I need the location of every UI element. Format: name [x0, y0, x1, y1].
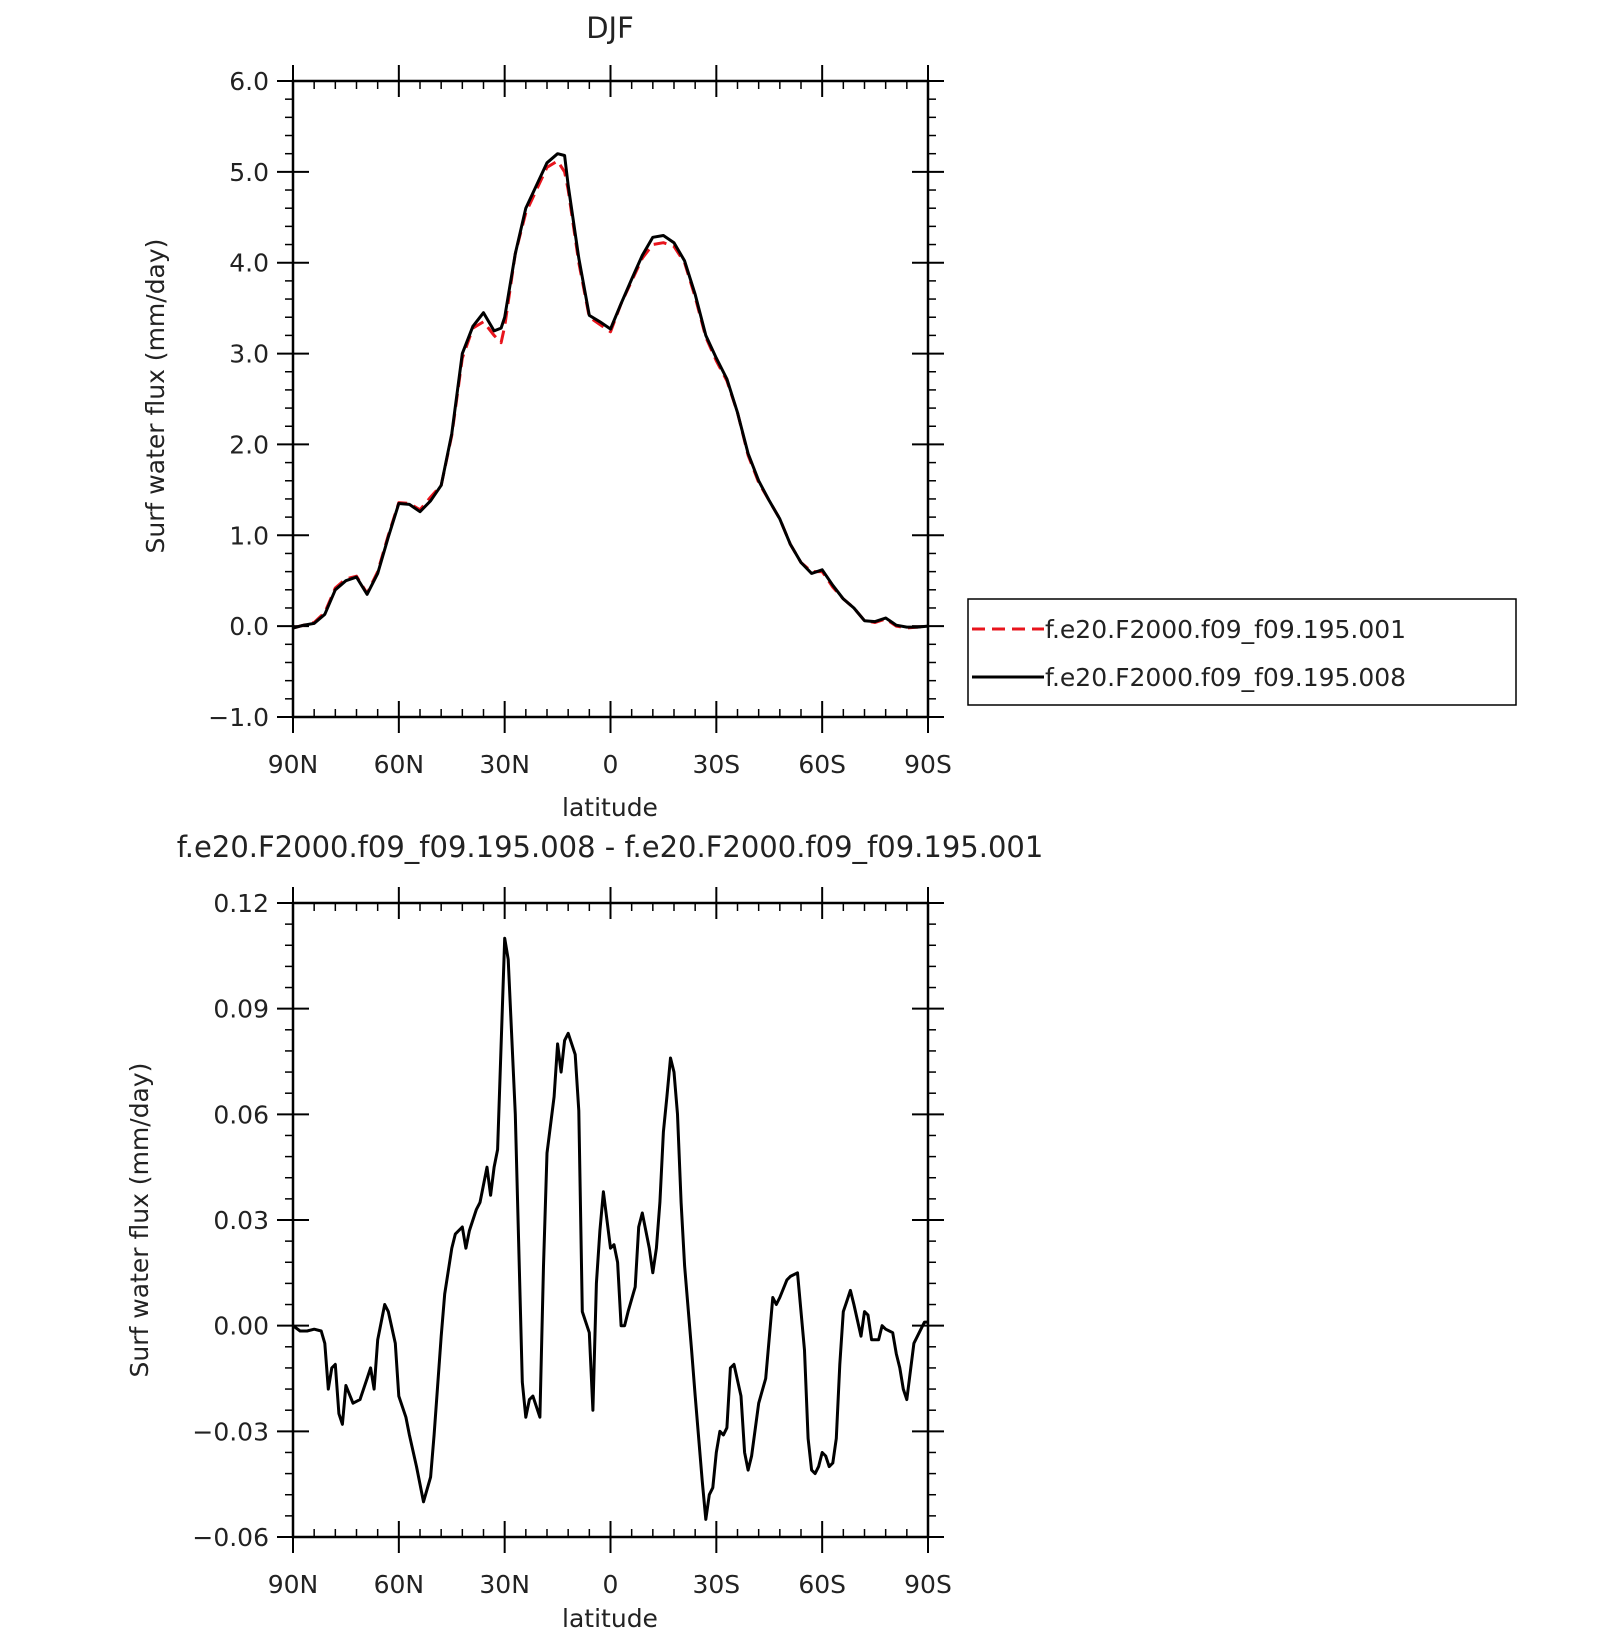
legend-box — [967, 598, 1517, 706]
top-y-axis-label: Surf water flux (mm/day) — [141, 239, 170, 554]
top-y-tick-label: 2.0 — [229, 430, 269, 459]
bottom-y-tick-label: 0.06 — [213, 1100, 269, 1129]
bottom-y-tick-label: −0.03 — [192, 1417, 269, 1446]
top-x-tick-label: 60S — [798, 750, 846, 779]
top-x-tick-label: 30S — [692, 750, 740, 779]
top-series-line-1 — [292, 152, 929, 630]
top-y-tick-label: 5.0 — [229, 158, 269, 187]
top-x-tick-label: 0 — [603, 750, 619, 779]
top-x-tick-label: 90S — [904, 750, 952, 779]
top-chart-title: DJF — [586, 11, 634, 45]
bottom-chart-title: f.e20.F2000.f09_f09.195.008 - f.e20.F200… — [177, 830, 1044, 864]
top-x-tick-label: 60N — [374, 750, 425, 779]
bottom-y-axis-label: Surf water flux (mm/day) — [125, 1063, 154, 1378]
top-x-tick-label: 90N — [268, 750, 319, 779]
top-y-tick-label: 3.0 — [229, 340, 269, 369]
legend-label-008: f.e20.F2000.f09_f09.195.008 — [1045, 663, 1406, 692]
legend-label-001: f.e20.F2000.f09_f09.195.001 — [1045, 615, 1406, 644]
bottom-panel: f.e20.F2000.f09_f09.195.008 - f.e20.F200… — [125, 830, 1043, 1633]
bottom-y-tick-label: 0.00 — [213, 1312, 269, 1341]
bottom-x-tick-label: 30S — [692, 1570, 740, 1599]
top-x-tick-label: 30N — [479, 750, 530, 779]
top-y-tick-label: −1.0 — [208, 703, 269, 732]
top-y-tick-label: 6.0 — [229, 67, 269, 96]
legend: f.e20.F2000.f09_f09.195.001 f.e20.F2000.… — [967, 598, 1517, 706]
bottom-series-line-0 — [292, 936, 928, 1521]
top-panel: DJF latitude Surf water flux (mm/day) 90… — [141, 11, 952, 822]
bottom-x-tick-label: 0 — [603, 1570, 619, 1599]
bottom-x-tick-label: 60N — [374, 1570, 425, 1599]
bottom-x-tick-label: 30N — [479, 1570, 530, 1599]
bottom-y-tick-label: 0.12 — [213, 889, 269, 918]
top-y-tick-label: 4.0 — [229, 249, 269, 278]
bottom-x-tick-label: 90S — [904, 1570, 952, 1599]
bottom-x-axis-label: latitude — [562, 1604, 658, 1633]
top-plot-frame — [291, 79, 930, 719]
top-y-tick-label: 1.0 — [229, 521, 269, 550]
bottom-y-tick-label: −0.06 — [192, 1523, 269, 1552]
bottom-y-tick-label: 0.09 — [213, 995, 269, 1024]
top-series-line-0 — [292, 159, 929, 630]
bottom-x-tick-label: 90N — [268, 1570, 319, 1599]
top-y-tick-label: 0.0 — [229, 612, 269, 641]
bottom-plot-frame — [291, 901, 930, 1539]
bottom-y-tick-label: 0.03 — [213, 1206, 269, 1235]
bottom-x-tick-label: 60S — [798, 1570, 846, 1599]
top-x-axis-label: latitude — [562, 793, 658, 822]
